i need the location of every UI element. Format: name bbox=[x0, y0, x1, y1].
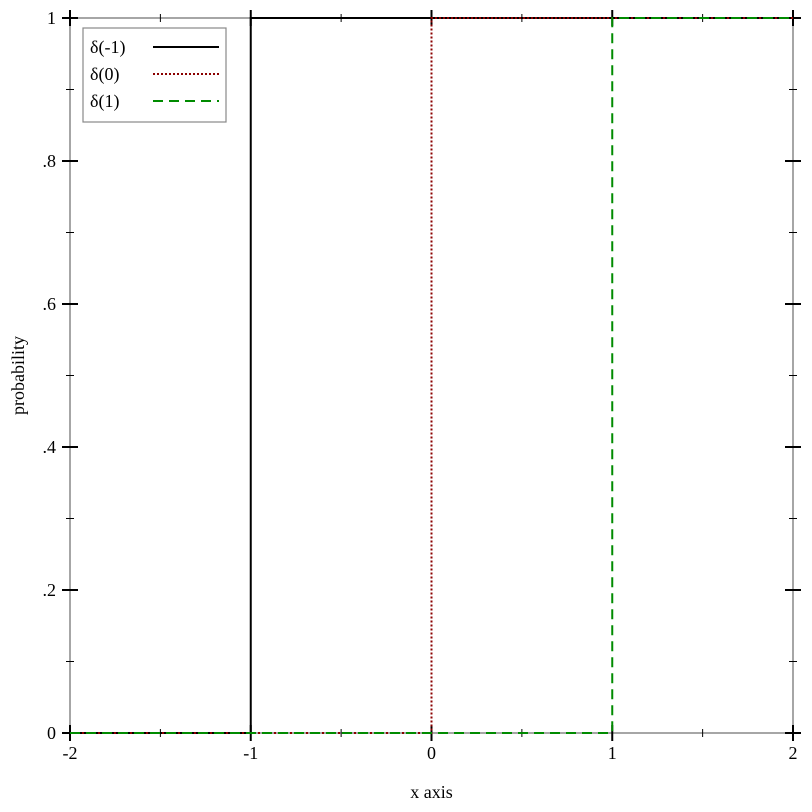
x-tick-label: -2 bbox=[63, 743, 78, 763]
y-tick-label: 0 bbox=[47, 723, 56, 743]
x-tick-label: 0 bbox=[427, 743, 436, 763]
legend-label: δ(0) bbox=[90, 64, 119, 85]
series-line-0 bbox=[70, 17, 793, 734]
y-tick-label: .2 bbox=[43, 580, 57, 600]
y-axis-label: probability bbox=[8, 336, 28, 415]
x-tick-label: 2 bbox=[789, 743, 798, 763]
legend-label: δ(1) bbox=[90, 91, 119, 112]
series-line-2 bbox=[70, 17, 793, 734]
x-tick-label: -1 bbox=[243, 743, 258, 763]
y-tick-label: 1 bbox=[47, 8, 56, 28]
x-tick-label: 1 bbox=[608, 743, 617, 763]
legend: δ(-1) δ(0) δ(1) bbox=[82, 27, 227, 123]
series-line-1 bbox=[70, 17, 793, 734]
y-tick-label: .8 bbox=[43, 151, 57, 171]
y-tick-label: .4 bbox=[43, 437, 57, 457]
x-axis-label: x axis bbox=[410, 782, 453, 802]
legend-label: δ(-1) bbox=[90, 37, 125, 58]
y-tick-label: .6 bbox=[43, 294, 57, 314]
